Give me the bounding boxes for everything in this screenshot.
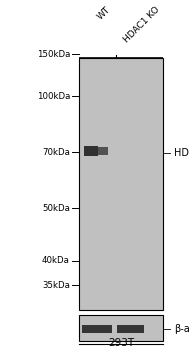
Bar — [84, 146, 98, 156]
Text: 35kDa: 35kDa — [42, 281, 70, 290]
Text: HDAC1: HDAC1 — [174, 148, 189, 158]
Bar — [97, 147, 108, 155]
Bar — [79, 315, 163, 341]
Text: 70kDa: 70kDa — [42, 148, 70, 157]
Bar — [79, 58, 163, 310]
Text: HDAC1 KO: HDAC1 KO — [122, 5, 161, 45]
Text: WT: WT — [95, 5, 112, 22]
Bar — [82, 325, 112, 332]
Text: β-actin: β-actin — [174, 324, 189, 334]
Text: 50kDa: 50kDa — [42, 204, 70, 213]
Text: 40kDa: 40kDa — [42, 256, 70, 265]
Bar — [117, 325, 144, 332]
Text: 150kDa: 150kDa — [36, 50, 70, 59]
Text: 293T: 293T — [108, 338, 134, 348]
Text: 100kDa: 100kDa — [36, 92, 70, 101]
